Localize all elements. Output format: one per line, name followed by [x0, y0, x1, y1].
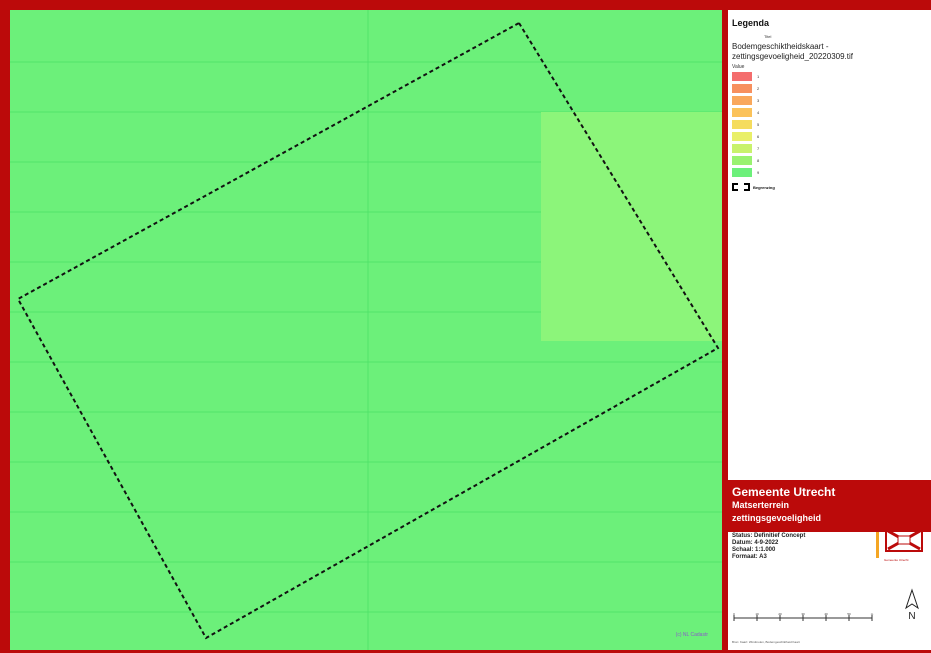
map-canvas	[10, 10, 722, 650]
legend-class-label: 7	[757, 145, 760, 151]
legend-swatch	[732, 167, 752, 177]
title-header: Gemeente Utrecht Matserterrein zettingsg…	[728, 484, 931, 532]
legend-boundary-row: Begrenzing	[732, 183, 927, 191]
org-name: Gemeente Utrecht	[732, 485, 836, 499]
legend-swatch	[732, 143, 752, 153]
boundary-swatch	[732, 183, 750, 191]
legend-class-label: 2	[757, 85, 760, 91]
status-text: Status: Definitief Concept	[732, 533, 806, 539]
legend-layer-name: Bodemgeschiktheidskaart - zettingsgevoel…	[732, 42, 853, 61]
legend-class-row: 2	[732, 82, 927, 94]
legend-class-label: 8	[757, 157, 760, 163]
legend-class-row: 1	[732, 70, 927, 82]
legend-class-label: 4	[757, 109, 760, 115]
legend-class-row: 6	[732, 130, 927, 142]
legend-class-label: 9	[757, 169, 760, 175]
format-text: Formaat: A3	[732, 554, 767, 560]
map-frame[interactable]: (c) NL Cadastr	[10, 10, 722, 650]
meta-block: Status: Definitief Concept Datum: 4-9-20…	[732, 533, 805, 561]
scale-tick-label: 0	[733, 612, 735, 616]
legend-class-label: 1	[757, 73, 760, 79]
utrecht-logo-icon	[885, 528, 923, 552]
scale-tick-label: 40	[824, 612, 828, 616]
accent-bar	[876, 532, 879, 558]
legend-title: Legenda	[732, 18, 770, 28]
legend-layer-title: Titel	[764, 34, 772, 39]
legend-class-row: 4	[732, 106, 927, 118]
legend-value-label: Value	[732, 64, 745, 70]
subject-name: zettingsgevoeligheid	[732, 513, 822, 523]
legend-class-label: 6	[757, 133, 760, 139]
site-boundary	[16, 21, 720, 640]
legend-classes: 1 2 3 4 5 6 7 8 9	[732, 70, 927, 178]
scale-tick-label: 30	[801, 612, 805, 616]
scale-tick-label: 10	[755, 612, 759, 616]
scale-tick-label: 50	[847, 612, 851, 616]
legend-swatch	[732, 71, 752, 81]
legend-class-row: 3	[732, 94, 927, 106]
legend-swatch	[732, 83, 752, 93]
date-text: Datum: 4-9-2022	[732, 540, 779, 546]
footer-text: Bron: Kaart: Windmolen, Bodemgeschikthei…	[732, 640, 800, 644]
legend-panel: Legenda Titel Bodemgeschiktheidskaart - …	[728, 10, 931, 480]
legend-class-row: 7	[732, 142, 927, 154]
title-block: Gemeente Utrecht Matserterrein zettingsg…	[728, 484, 931, 650]
grid-lines	[10, 10, 722, 650]
project-name: Matserterrein	[732, 500, 790, 510]
logo-caption: Gemeente Utrecht	[884, 558, 909, 562]
scale-text: Schaal: 1:1.000	[732, 547, 776, 553]
scale-tick-label: 20	[778, 612, 782, 616]
legend-swatch	[732, 131, 752, 141]
scale-bar: 0 10 20 30 40 50 m	[733, 612, 874, 621]
legend-swatch	[732, 155, 752, 165]
north-label: N	[908, 611, 915, 622]
legend-class-row: 5	[732, 118, 927, 130]
legend-swatch	[732, 119, 752, 129]
legend-class-row: 8	[732, 154, 927, 166]
higher-class-area	[541, 112, 722, 341]
legend-swatch	[732, 95, 752, 105]
legend-class-label: 5	[757, 121, 760, 127]
legend-class-row: 9	[732, 166, 927, 178]
scale-tick-label: m	[871, 612, 874, 616]
legend-class-label: 3	[757, 97, 760, 103]
north-arrow-icon: N	[905, 588, 919, 622]
legend-swatch	[732, 107, 752, 117]
copyright-text: (c) NL Cadastr	[675, 632, 708, 638]
boundary-label: Begrenzing	[753, 184, 775, 190]
